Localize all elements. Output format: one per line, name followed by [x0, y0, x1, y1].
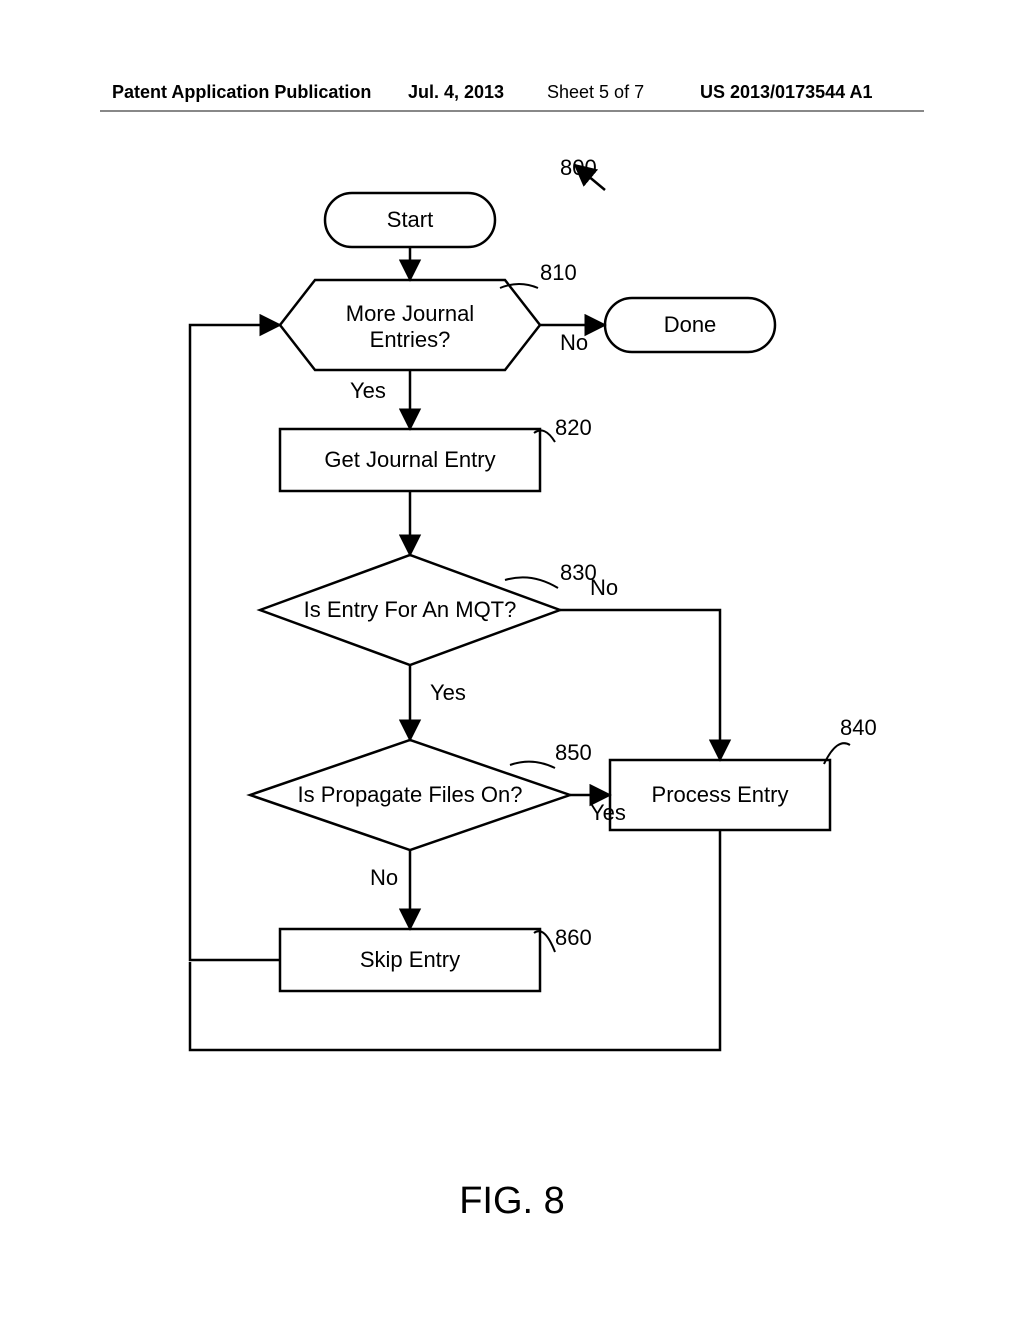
ref-810-leader: [500, 284, 538, 288]
process-840-label: Process Entry: [652, 782, 789, 807]
ref-820-leader: [534, 430, 555, 442]
label-850-no: No: [370, 865, 398, 890]
ref-840: 840: [840, 715, 877, 740]
label-810-no: No: [560, 330, 588, 355]
decision-810-label2: Entries?: [370, 327, 451, 352]
edge-840-loop: [190, 830, 720, 1050]
process-860-label: Skip Entry: [360, 947, 460, 972]
publication-number: US 2013/0173544 A1: [700, 82, 872, 103]
ref-850: 850: [555, 740, 592, 765]
ref-850-leader: [510, 762, 555, 768]
flowchart: Start Done More JournalEntries? Get Journal…: [0, 132, 1024, 1102]
label-810-yes: Yes: [350, 378, 386, 403]
ref-860: 860: [555, 925, 592, 950]
ref-860-leader: [534, 931, 555, 952]
figure-caption: FIG. 8: [0, 1180, 1024, 1223]
label-830-yes: Yes: [430, 680, 466, 705]
label-830-no: No: [590, 575, 618, 600]
publication-date: Jul. 4, 2013: [408, 82, 504, 103]
process-820-label: Get Journal Entry: [324, 447, 495, 472]
edge-860-loop: [190, 325, 280, 960]
header-rule: [100, 110, 924, 112]
page-header: Patent Application Publication Jul. 4, 2…: [0, 82, 1024, 108]
edge-830-840: [560, 610, 720, 760]
sheet-number: Sheet 5 of 7: [547, 82, 644, 103]
ref-810: 810: [540, 260, 577, 285]
decision-850-label: Is Propagate Files On?: [297, 782, 522, 807]
decision-830-label: Is Entry For An MQT?: [304, 597, 517, 622]
publication-label: Patent Application Publication: [112, 82, 371, 103]
label-850-yes: Yes: [590, 800, 626, 825]
terminator-done-label: Done: [664, 312, 717, 337]
terminator-start-label: Start: [387, 207, 433, 232]
decision-810-label1: More Journal: [346, 301, 474, 326]
ref-820: 820: [555, 415, 592, 440]
ref-830-leader: [505, 577, 558, 588]
